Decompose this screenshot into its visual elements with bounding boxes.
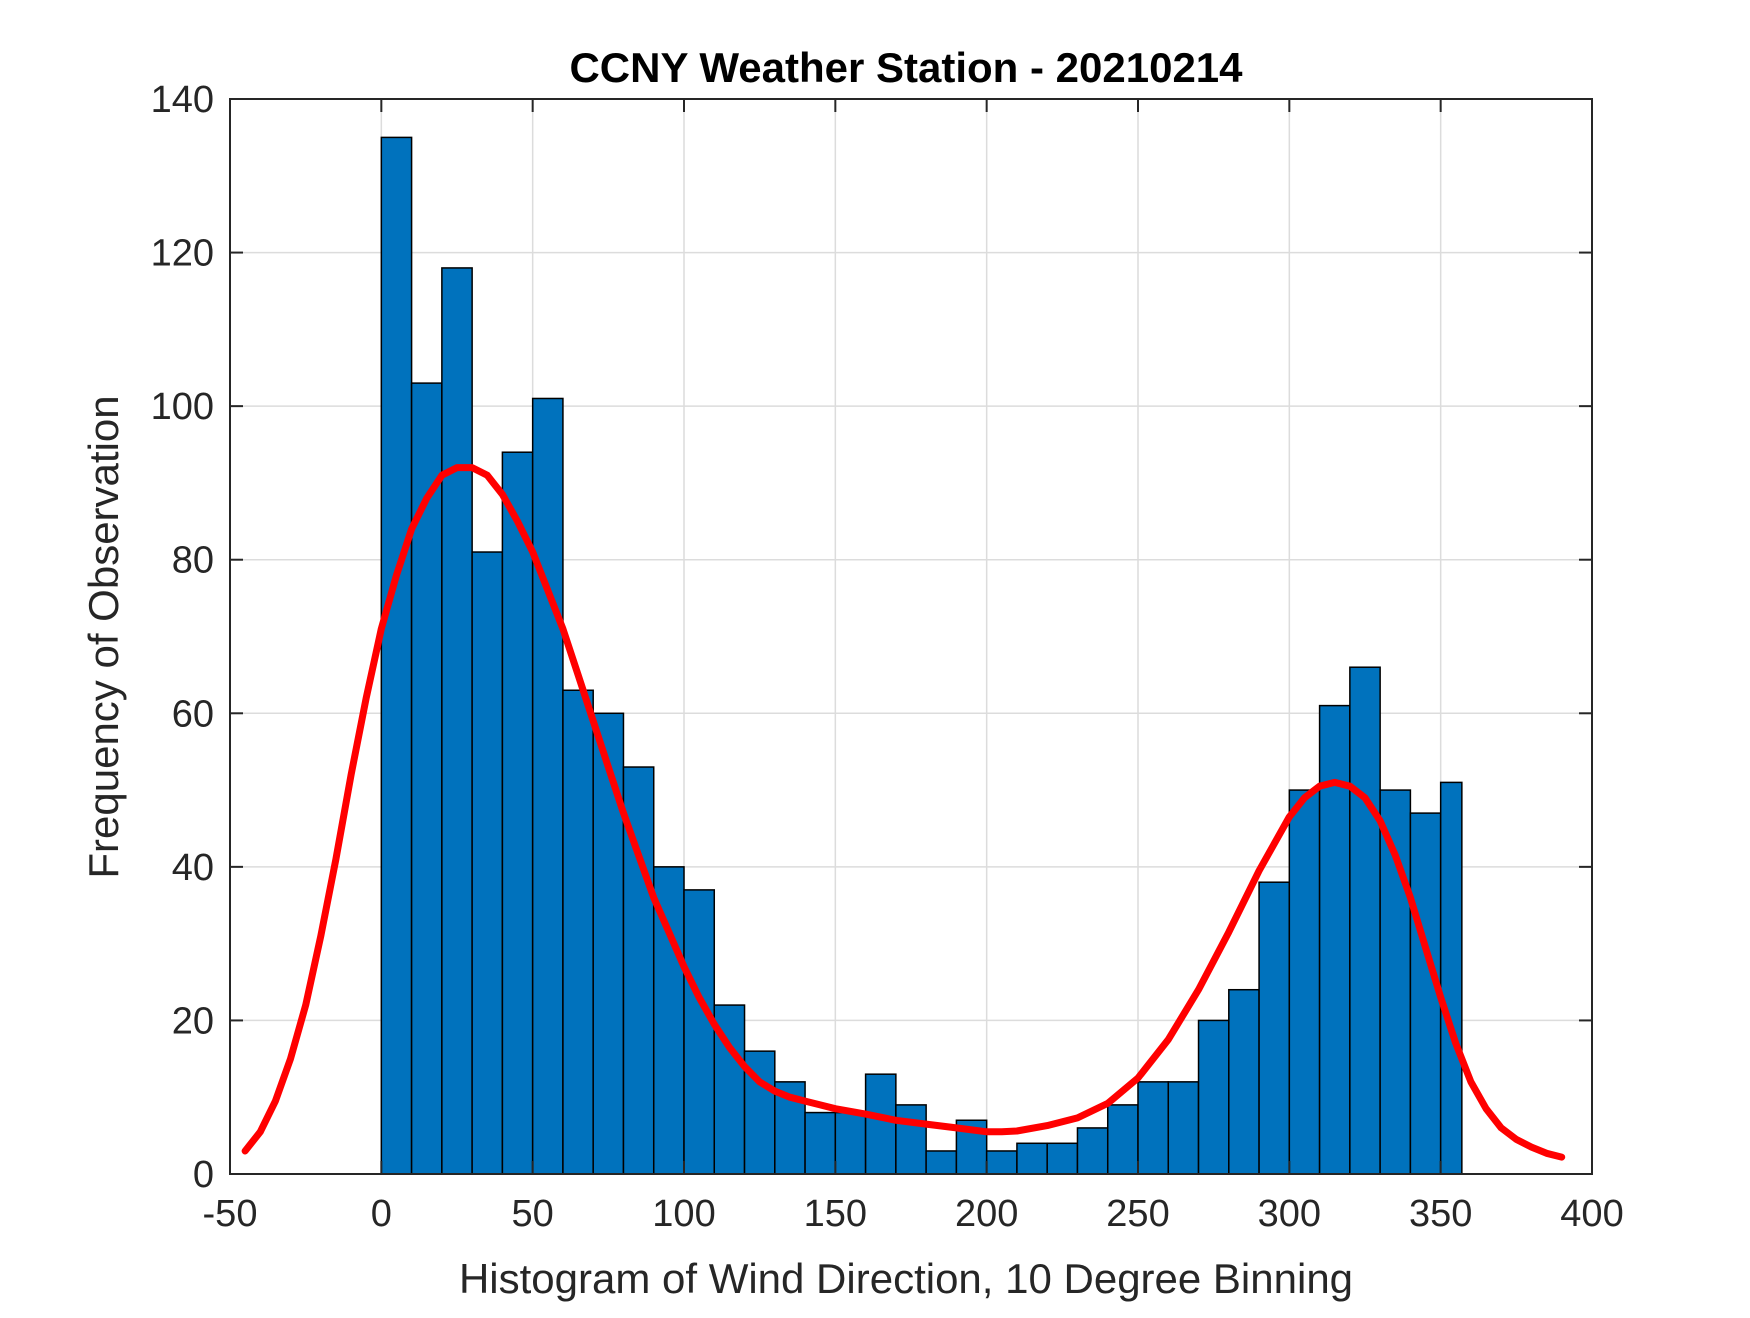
histogram-bar bbox=[895, 1104, 927, 1175]
histogram-bar bbox=[1258, 881, 1291, 1175]
bars bbox=[380, 136, 1463, 1175]
histogram-bar bbox=[864, 1073, 897, 1175]
x-tick-label: 300 bbox=[1258, 1193, 1321, 1235]
histogram-bar bbox=[1197, 1019, 1230, 1175]
histogram-bar bbox=[1016, 1142, 1048, 1175]
histogram-bar bbox=[925, 1150, 958, 1175]
histogram-bar bbox=[1167, 1081, 1200, 1175]
axes-box bbox=[229, 98, 1593, 1175]
histogram-bar bbox=[441, 267, 473, 1175]
histogram-bar bbox=[985, 1150, 1018, 1175]
x-tick-label: 250 bbox=[1106, 1193, 1169, 1235]
y-tick-label: 0 bbox=[193, 1154, 214, 1196]
chart-title: CCNY Weather Station - 20210214 bbox=[569, 44, 1243, 91]
ticks bbox=[229, 98, 1593, 1175]
histogram-bar bbox=[1349, 666, 1381, 1175]
x-tick-label: 0 bbox=[371, 1193, 392, 1235]
y-tick-label: 120 bbox=[151, 233, 214, 275]
histogram-bar bbox=[1288, 789, 1321, 1175]
histogram-bar bbox=[501, 451, 534, 1175]
histogram-bar bbox=[1137, 1081, 1170, 1175]
histogram-bar bbox=[562, 689, 594, 1175]
histogram-bar bbox=[1106, 1104, 1139, 1175]
x-tick-label: 150 bbox=[804, 1193, 867, 1235]
histogram-bar bbox=[683, 889, 716, 1175]
y-tick-labels: 0 20 40 60 80 100 120 140 bbox=[151, 79, 214, 1196]
x-tick-label: 50 bbox=[512, 1193, 554, 1235]
histogram-bar bbox=[1228, 988, 1260, 1175]
histogram-bar bbox=[804, 1111, 837, 1175]
histogram-bar bbox=[380, 136, 413, 1175]
histogram-bar bbox=[1318, 704, 1351, 1175]
x-tick-label: 200 bbox=[955, 1193, 1018, 1235]
y-tick-label: 140 bbox=[151, 79, 214, 121]
histogram-bar bbox=[652, 866, 685, 1175]
histogram-bar bbox=[834, 1111, 867, 1175]
y-tick-label: 20 bbox=[172, 1000, 214, 1042]
histogram-bar bbox=[471, 551, 504, 1175]
x-axis-label: Histogram of Wind Direction, 10 Degree B… bbox=[459, 1255, 1353, 1302]
fit-curve-layer bbox=[241, 464, 1566, 1161]
histogram-bar bbox=[1076, 1127, 1109, 1175]
y-tick-label: 80 bbox=[172, 540, 214, 582]
x-tick-label: 400 bbox=[1560, 1193, 1623, 1235]
histogram-bar bbox=[592, 712, 625, 1175]
x-tick-labels: -50 0 50 100 150 200 250 300 350 400 bbox=[203, 1193, 1624, 1235]
x-tick-label: 100 bbox=[652, 1193, 715, 1235]
histogram-bar bbox=[1439, 781, 1463, 1175]
histogram-bar bbox=[1046, 1142, 1079, 1175]
x-tick-label: 350 bbox=[1409, 1193, 1472, 1235]
histogram-bar bbox=[531, 397, 564, 1175]
y-axis-label: Frequency of Observation bbox=[80, 395, 127, 878]
y-tick-label: 40 bbox=[172, 847, 214, 889]
y-tick-label: 100 bbox=[151, 386, 214, 428]
fit-curve-line bbox=[241, 464, 1566, 1161]
y-tick-label: 60 bbox=[172, 693, 214, 735]
x-tick-label: -50 bbox=[203, 1193, 258, 1235]
